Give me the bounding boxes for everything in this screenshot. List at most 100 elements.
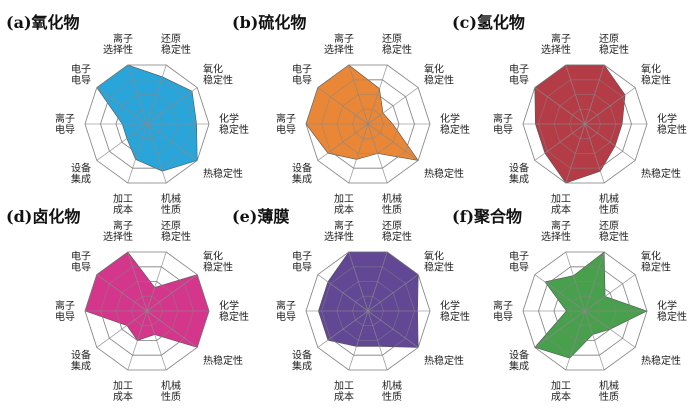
axis-spoke	[127, 123, 148, 184]
axis-label: 机械性质	[161, 379, 181, 403]
axis-spoke	[584, 64, 605, 125]
axis-label: 还原稳定性	[161, 33, 191, 56]
radar-series-area	[318, 251, 419, 348]
axis-label: 热稳定性	[203, 354, 243, 367]
axis-label: 氧化稳定性	[424, 250, 454, 274]
axis-spoke	[127, 64, 148, 125]
axis-label: 电子电导	[292, 63, 312, 87]
axis-spoke	[146, 87, 198, 125]
grid-ring-overlay	[84, 64, 210, 184]
axis-spoke	[565, 310, 586, 371]
axis-label: 离子电导	[55, 299, 75, 323]
axis-label: 设备集成	[292, 161, 312, 185]
axis-label: 热稳定性	[641, 167, 681, 180]
axis-spoke	[534, 274, 586, 312]
axis-label: 热稳定性	[641, 354, 681, 367]
axis-label: 热稳定性	[424, 167, 464, 180]
axis-label: 氧化稳定性	[424, 63, 454, 87]
panel-title: (f)聚合物	[452, 207, 522, 226]
axis-label: 加工成本	[113, 193, 133, 216]
axis-label: 设备集成	[509, 348, 529, 372]
axis-spoke	[317, 123, 369, 161]
axis-spoke	[565, 64, 586, 125]
axis-label: 电子电导	[71, 250, 91, 274]
axis-spoke	[127, 310, 148, 371]
axis-label: 电子电导	[292, 250, 312, 274]
axis-label: 热稳定性	[203, 167, 243, 180]
axis-spoke	[565, 123, 586, 184]
axis-spoke	[146, 310, 198, 348]
axis-label: 电子电导	[509, 63, 529, 87]
panel-title: (e)薄膜	[232, 207, 289, 226]
axis-spoke	[367, 274, 419, 312]
axis-label: 电子电导	[509, 250, 529, 274]
axis-label: 机械性质	[161, 192, 181, 216]
axis-spoke	[348, 123, 369, 184]
axis-spoke	[367, 87, 419, 125]
axis-spoke	[534, 123, 586, 161]
axis-label: 化学稳定性	[440, 299, 470, 323]
axis-spoke	[348, 310, 369, 371]
axis-label: 设备集成	[71, 161, 91, 185]
grid-ring-overlay	[84, 251, 210, 371]
axis-label: 氧化稳定性	[203, 63, 233, 87]
axis-label: 热稳定性	[424, 354, 464, 367]
axis-spoke	[146, 64, 167, 125]
axis-label: 还原稳定性	[382, 33, 412, 56]
axis-label: 氧化稳定性	[203, 250, 233, 274]
axis-label: 离子电导	[276, 112, 296, 136]
axis-spoke	[146, 123, 167, 184]
axis-label: 离子电导	[493, 112, 513, 136]
axis-spoke	[367, 251, 388, 312]
axis-label: 氧化稳定性	[641, 63, 671, 87]
panel-title: (d)卤化物	[6, 207, 80, 226]
axis-spoke	[96, 87, 148, 125]
radar-series-area	[534, 251, 648, 359]
axis-label: 电子电导	[71, 63, 91, 87]
axis-label: 离子选择性	[324, 32, 354, 56]
axis-spoke	[146, 274, 198, 312]
axis-spoke	[317, 87, 369, 125]
axis-spoke	[348, 251, 369, 312]
axis-spoke	[367, 310, 419, 348]
axis-label: 化学稳定性	[657, 299, 687, 323]
axis-spoke	[584, 87, 636, 125]
axis-spoke	[146, 251, 167, 312]
axis-spoke	[348, 64, 369, 125]
axis-label: 加工成本	[334, 380, 354, 403]
axis-spoke	[146, 310, 167, 371]
axis-spoke	[534, 87, 586, 125]
axis-label: 离子选择性	[541, 219, 571, 243]
axis-spoke	[96, 123, 148, 161]
axis-label: 离子电导	[276, 299, 296, 323]
axis-spoke	[367, 123, 419, 161]
axis-label: 离子选择性	[103, 219, 133, 243]
axis-label: 设备集成	[509, 161, 529, 185]
axis-spoke	[584, 274, 636, 312]
axis-spoke	[584, 310, 605, 371]
axis-spoke	[584, 123, 636, 161]
axis-label: 离子选择性	[541, 32, 571, 56]
axis-spoke	[584, 251, 605, 312]
axis-label: 离子电导	[493, 299, 513, 323]
axis-spoke	[317, 310, 369, 348]
panel-title: (a)氧化物	[6, 13, 80, 32]
radar-series-area	[84, 251, 210, 348]
axis-spoke	[584, 310, 636, 348]
axis-spoke	[367, 310, 388, 371]
axis-label: 加工成本	[334, 193, 354, 216]
axis-label: 离子选择性	[324, 219, 354, 243]
axis-label: 机械性质	[599, 192, 619, 216]
axis-label: 设备集成	[71, 348, 91, 372]
axis-label: 加工成本	[551, 380, 571, 403]
axis-label: 化学稳定性	[440, 112, 470, 136]
axis-spoke	[367, 64, 388, 125]
axis-label: 还原稳定性	[161, 220, 191, 243]
axis-spoke	[96, 310, 148, 348]
axis-spoke	[96, 274, 148, 312]
